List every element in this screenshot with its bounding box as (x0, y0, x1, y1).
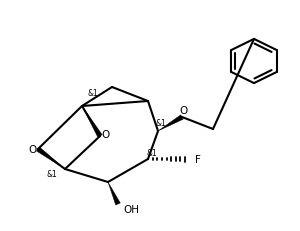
Polygon shape (108, 182, 120, 205)
Text: O: O (179, 106, 187, 116)
Text: &1: &1 (156, 119, 167, 128)
Text: OH: OH (123, 204, 139, 214)
Polygon shape (82, 106, 102, 138)
Text: &1: &1 (147, 149, 158, 158)
Text: &1: &1 (88, 89, 98, 98)
Text: &1: &1 (46, 170, 57, 179)
Text: O: O (28, 144, 36, 154)
Polygon shape (158, 115, 183, 131)
Text: O: O (101, 129, 109, 139)
Text: F: F (195, 154, 201, 164)
Polygon shape (37, 147, 65, 169)
